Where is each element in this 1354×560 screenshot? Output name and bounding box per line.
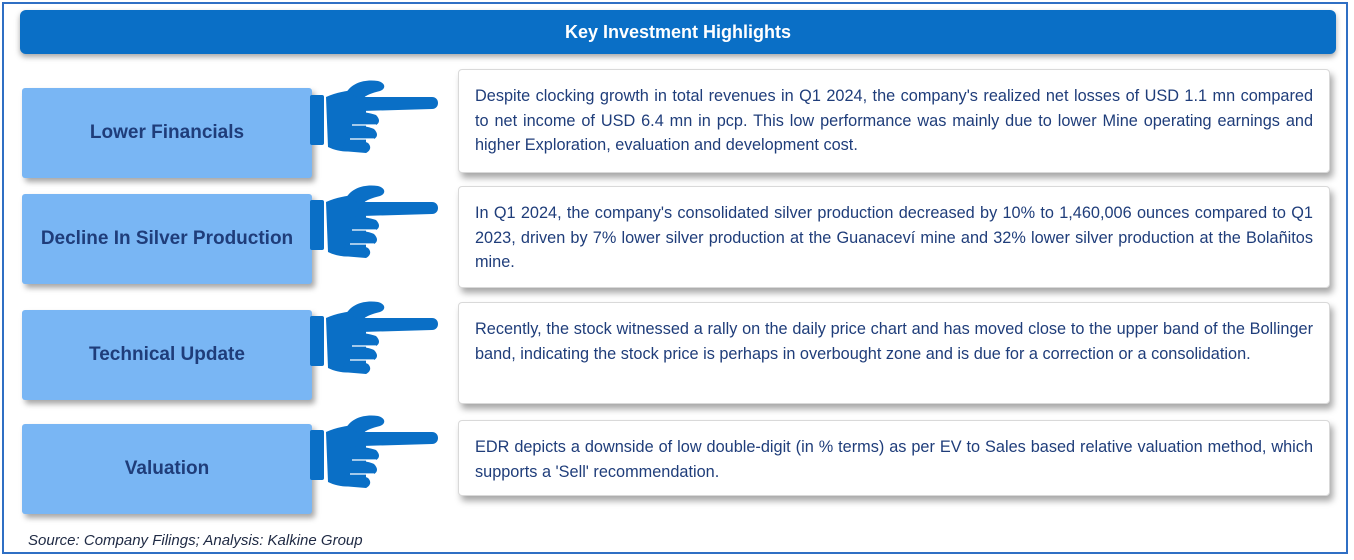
highlight-text-box: In Q1 2024, the company's consolidated s… <box>458 186 1330 288</box>
label-valuation: Valuation <box>22 424 312 514</box>
highlight-text: Recently, the stock witnessed a rally on… <box>475 320 1313 363</box>
label-technical-update: Technical Update <box>22 310 312 400</box>
label-decline-in-silver-production: Decline In Silver Production <box>22 194 312 284</box>
highlight-text: EDR depicts a downside of low double-dig… <box>475 438 1313 481</box>
highlight-text: Despite clocking growth in total revenue… <box>475 87 1313 154</box>
highlight-label: Lower Financials <box>89 122 245 143</box>
page-title-banner: Key Investment Highlights <box>20 10 1336 54</box>
pointing-hand-icon <box>309 184 439 259</box>
pointing-hand-icon <box>309 300 439 375</box>
label-lower-financials: Lower Financials <box>22 88 312 178</box>
highlight-label: Valuation <box>124 458 210 479</box>
highlight-label: Technical Update <box>89 344 245 365</box>
highlight-text-box: EDR depicts a downside of low double-dig… <box>458 420 1330 496</box>
highlight-text: In Q1 2024, the company's consolidated s… <box>475 204 1313 271</box>
page-title: Key Investment Highlights <box>564 21 792 42</box>
source-note: Source: Company Filings; Analysis: Kalki… <box>28 532 363 549</box>
highlight-text-box: Recently, the stock witnessed a rally on… <box>458 302 1330 404</box>
pointing-hand-icon <box>309 414 439 489</box>
pointing-hand-icon <box>309 79 439 154</box>
highlight-text-box: Despite clocking growth in total revenue… <box>458 69 1330 173</box>
highlight-label: Decline In Silver Production <box>40 228 294 249</box>
